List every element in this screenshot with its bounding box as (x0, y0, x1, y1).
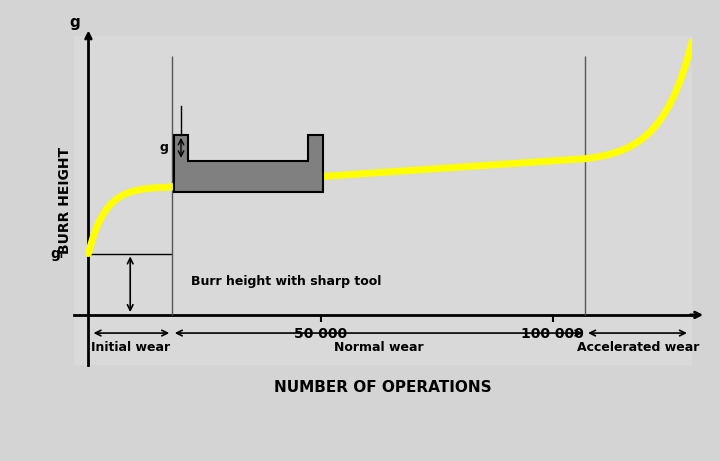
Text: g: g (159, 142, 168, 154)
Text: g: g (69, 15, 80, 30)
X-axis label: NUMBER OF OPERATIONS: NUMBER OF OPERATIONS (274, 379, 492, 395)
Polygon shape (174, 135, 323, 191)
Text: Initial wear: Initial wear (91, 342, 170, 355)
Y-axis label: BURR HEIGHT: BURR HEIGHT (58, 147, 72, 254)
Text: Normal wear: Normal wear (334, 342, 423, 355)
Text: Accelerated wear: Accelerated wear (577, 342, 700, 355)
Text: gᵢ: gᵢ (50, 247, 63, 260)
Text: Burr height with sharp tool: Burr height with sharp tool (191, 275, 381, 288)
